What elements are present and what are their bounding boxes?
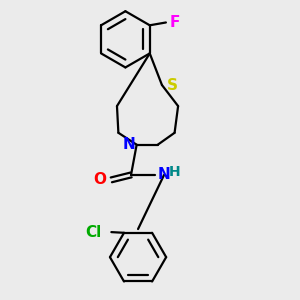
Text: H: H [168, 165, 180, 179]
Text: N: N [122, 136, 135, 152]
Text: N: N [158, 167, 170, 182]
Text: F: F [169, 15, 180, 30]
Text: S: S [167, 77, 178, 92]
Text: O: O [93, 172, 106, 188]
Text: Cl: Cl [85, 225, 101, 240]
